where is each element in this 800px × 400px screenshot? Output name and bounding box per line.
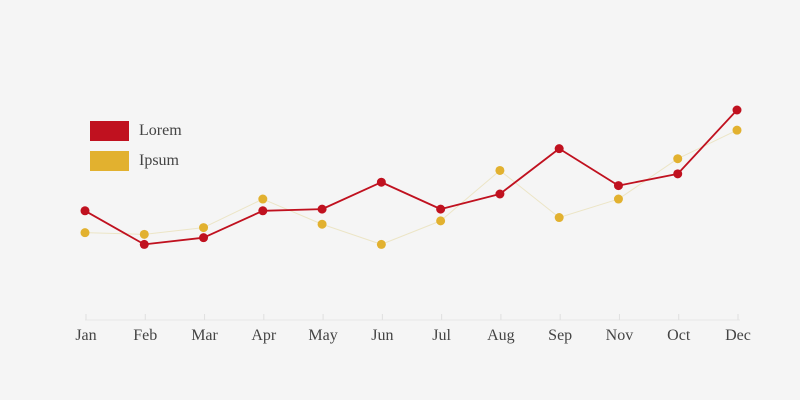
- x-tick-label-feb: Feb: [133, 327, 157, 344]
- point-ipsum-nov: [613, 194, 623, 204]
- x-tick-label-jul: Jul: [432, 327, 451, 344]
- point-ipsum-may: [317, 219, 327, 229]
- series-lines: [84, 109, 738, 246]
- point-ipsum-feb: [139, 229, 149, 239]
- x-axis-ticks: [85, 314, 739, 320]
- point-lorem-jan: [80, 206, 90, 216]
- point-ipsum-dec: [732, 125, 742, 135]
- x-tick-label-dec: Dec: [725, 327, 751, 344]
- point-lorem-dec: [732, 105, 742, 115]
- point-ipsum-aug: [495, 165, 505, 175]
- point-ipsum-apr: [258, 194, 268, 204]
- legend-swatch-ipsum: [90, 151, 129, 171]
- x-tick-label-apr: Apr: [251, 327, 277, 344]
- legend-swatch-lorem: [90, 121, 129, 141]
- legend-item-ipsum: Ipsum: [90, 151, 182, 171]
- point-lorem-may: [317, 204, 327, 214]
- point-lorem-jun: [376, 177, 386, 187]
- point-lorem-feb: [139, 239, 149, 249]
- point-lorem-mar: [199, 233, 209, 243]
- point-lorem-jul: [436, 204, 446, 214]
- x-tick-label-may: May: [308, 327, 337, 344]
- legend-item-lorem: Lorem: [90, 121, 182, 141]
- x-tick-label-aug: Aug: [487, 327, 515, 344]
- point-ipsum-sep: [554, 213, 564, 223]
- x-tick-label-mar: Mar: [191, 327, 218, 344]
- series-points: [80, 105, 742, 249]
- point-lorem-aug: [495, 189, 505, 199]
- x-tick-label-jan: Jan: [75, 327, 96, 344]
- point-ipsum-jun: [376, 239, 386, 249]
- point-ipsum-oct: [673, 154, 683, 164]
- point-ipsum-jul: [436, 216, 446, 226]
- x-tick-label-jun: Jun: [371, 327, 393, 344]
- point-lorem-sep: [554, 144, 564, 154]
- point-ipsum-jan: [80, 228, 90, 238]
- x-tick-label-sep: Sep: [548, 327, 572, 344]
- x-axis-labels: Jan Feb Mar Apr May Jun Jul Aug Sep Nov Oct Dec: [75, 327, 751, 344]
- point-lorem-apr: [258, 206, 268, 216]
- legend-label-lorem: Lorem: [139, 122, 182, 139]
- point-lorem-nov: [613, 181, 623, 191]
- x-tick-label-nov: Nov: [606, 327, 634, 344]
- series-line-ipsum: [84, 129, 738, 245]
- legend: Lorem Ipsum: [90, 121, 182, 181]
- series-line-lorem: [84, 109, 738, 246]
- x-tick-label-oct: Oct: [667, 327, 691, 344]
- legend-label-ipsum: Ipsum: [139, 152, 179, 169]
- point-ipsum-mar: [199, 223, 209, 233]
- point-lorem-oct: [673, 169, 683, 179]
